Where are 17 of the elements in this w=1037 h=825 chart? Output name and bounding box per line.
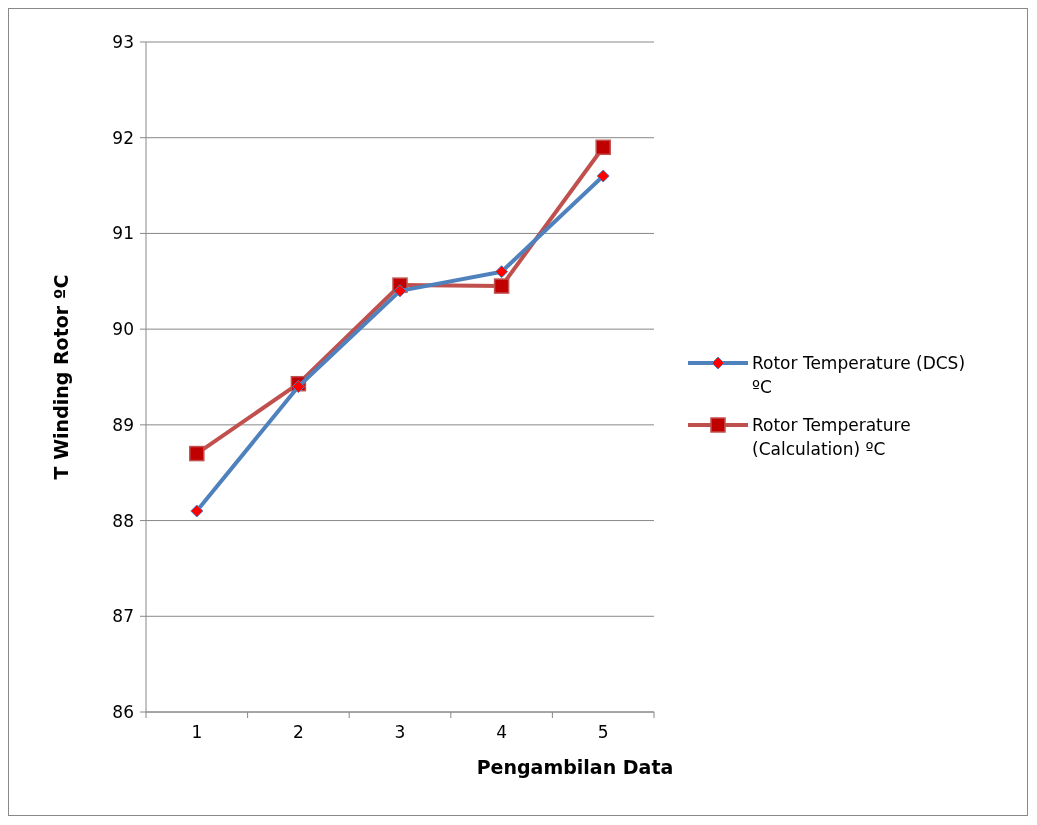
x-tick-label: 1 — [191, 722, 203, 742]
x-axis-title: Pengambilan Data — [476, 756, 674, 778]
y-tick-label: 88 — [112, 510, 134, 531]
x-tick-label: 3 — [394, 722, 406, 742]
x-tick-label: 4 — [496, 722, 508, 742]
legend-label: Rotor Temperature (DCS) ºC — [752, 352, 966, 397]
y-tick-label: 89 — [112, 414, 134, 435]
y-tick-label: 86 — [112, 701, 134, 722]
y-tick-label: 91 — [112, 223, 134, 244]
x-tick-label: 5 — [597, 722, 609, 742]
y-tick-label: 87 — [112, 606, 134, 627]
legend-label: Rotor Temperature (Calculation) ºC — [752, 414, 911, 459]
x-tick-label: 2 — [292, 722, 304, 742]
y-tick-label: 92 — [112, 127, 134, 148]
y-tick-label: 93 — [112, 31, 134, 52]
y-axis-title: T Winding Rotor ºC — [50, 274, 72, 480]
y-tick-label: 90 — [112, 319, 134, 340]
